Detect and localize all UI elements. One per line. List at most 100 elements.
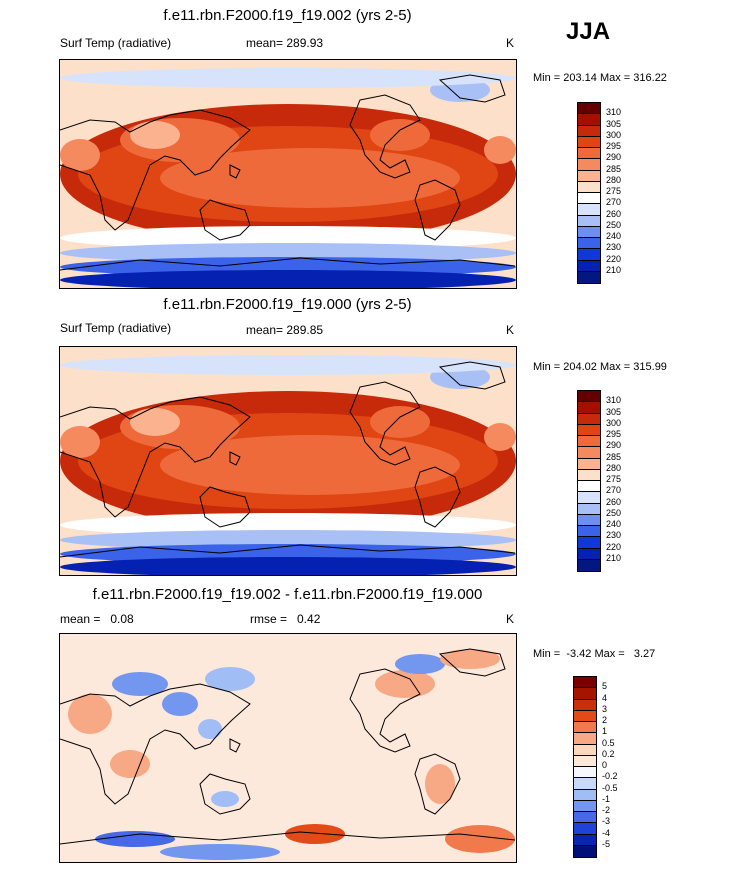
coastline [60, 683, 251, 805]
field-label: Surf Temp (radiative) [60, 321, 172, 335]
contour-region [60, 226, 516, 250]
contour-region [130, 408, 180, 436]
colorbar-tick-label: 260 [606, 208, 622, 219]
difference-map [59, 633, 517, 863]
colorbar-box [578, 114, 600, 126]
contour-region [68, 694, 112, 734]
colorbar-tick-label: 0.5 [602, 737, 615, 748]
colorbar-tick-label: 310 [606, 107, 622, 118]
contour-region [110, 750, 150, 778]
colorbar-box [574, 755, 596, 767]
coastline [438, 361, 506, 390]
colorbar-tick-label: 280 [606, 462, 622, 473]
mean-label: mean= 289.93 [246, 36, 324, 50]
colorbar-tick-label: 285 [606, 451, 622, 462]
colorbar-box [578, 193, 600, 205]
min-max-label: Min = 203.14 Max = 316.22 [533, 72, 667, 84]
colorbar-tick-label: 5 [602, 681, 608, 692]
colorbar-box [578, 238, 600, 250]
min-max-label: Min = 204.02 Max = 315.99 [533, 361, 667, 373]
colorbar-box [578, 215, 600, 227]
colorbar-box [578, 514, 600, 526]
colorbar-box [578, 148, 600, 160]
colorbar-box [578, 469, 600, 481]
colorbar-tick-label: 230 [606, 242, 622, 253]
panel-title: f.e11.rbn.F2000.f19_f19.002 - f.e11.rbn.… [92, 586, 483, 603]
colorbar-labels: 5 4 3 2 1 0.5 0.2 0 -0.2 -0.5 -1 -2 -3 -4 -5 [602, 676, 642, 856]
colorbar-box [578, 424, 600, 436]
contour-region [370, 119, 430, 151]
colorbar-tick-label: 250 [606, 219, 622, 230]
colorbar-tick-label: 220 [606, 541, 622, 552]
colorbar-tick-label: 0.2 [602, 748, 615, 759]
colorbar-tick-label: -0.2 [602, 771, 618, 782]
colorbar-tick-label: 275 [606, 474, 622, 484]
contour-region [205, 667, 255, 691]
contour-region [95, 831, 175, 847]
coastline [438, 74, 506, 103]
colorbar-box [574, 722, 596, 734]
min-max-label: Min = -3.42 Max = 3.27 [533, 648, 656, 660]
coastline [60, 831, 516, 845]
temperature-map [59, 59, 517, 289]
colorbar-box [578, 402, 600, 414]
contour-region [160, 435, 460, 495]
colorbar-box [578, 548, 600, 560]
colorbar-tick-label: 3 [602, 703, 608, 714]
colorbar-tick-label: 275 [606, 186, 622, 196]
colorbar-box [578, 503, 600, 515]
colorbar-box [574, 778, 596, 790]
contour-region [60, 557, 516, 575]
coastline [414, 466, 461, 528]
colorbar-box [574, 699, 596, 711]
colorbar-tick-label: 220 [606, 253, 622, 264]
coastline [60, 396, 251, 518]
field-label: Surf Temp (radiative) [60, 36, 172, 50]
contour-region [60, 530, 516, 550]
contour-region [484, 423, 516, 451]
colorbar-tick-label: 0 [602, 760, 608, 770]
colorbar-box [578, 271, 600, 283]
coastline [349, 381, 421, 466]
colorbar-tick-label: 285 [606, 163, 622, 174]
colorbar-box [578, 492, 600, 504]
colorbar-box [578, 181, 600, 193]
coastline [349, 94, 421, 179]
contour-region [60, 243, 516, 263]
panel-title: f.e11.rbn.F2000.f19_f19.002 (yrs 2-5) [163, 7, 412, 24]
contour-region [211, 791, 239, 807]
contour-region [160, 148, 460, 208]
colorbar-box [574, 823, 596, 835]
colorbar-tick-label: 240 [606, 519, 622, 529]
colorbar-box [578, 537, 600, 549]
colorbar-tick-label: 295 [606, 141, 622, 151]
coastline [414, 179, 461, 241]
colorbar-box [574, 789, 596, 801]
colorbar-tick-label: 305 [606, 406, 622, 417]
colorbar-tick-label: 270 [606, 197, 622, 208]
colorbar-box [578, 391, 600, 403]
map-background [60, 634, 516, 862]
temperature-map [59, 346, 517, 576]
colorbar-tick-label: -1 [602, 793, 611, 804]
colorbar-box [578, 159, 600, 171]
colorbar-tick-label: -2 [602, 805, 611, 815]
coastline [438, 648, 506, 677]
colorbar-box [574, 800, 596, 812]
colorbar-box [574, 812, 596, 824]
colorbar-tick-label: 290 [606, 152, 622, 163]
rmse-label: rmse = 0.42 [250, 612, 321, 626]
contour-region [198, 719, 222, 739]
colorbar-tick-label: 260 [606, 496, 622, 507]
colorbar-box [578, 260, 600, 272]
contour-region [370, 406, 430, 438]
colorbar-box [578, 103, 600, 115]
colorbar-tick-label: 210 [606, 552, 622, 563]
colorbar-box [574, 688, 596, 700]
colorbar-tick-label: 295 [606, 429, 622, 439]
colorbar-tick-label: 300 [606, 129, 622, 140]
colorbar-box [574, 733, 596, 745]
colorbar-box [578, 125, 600, 137]
colorbar-box [574, 834, 596, 846]
colorbar-box [578, 559, 600, 571]
